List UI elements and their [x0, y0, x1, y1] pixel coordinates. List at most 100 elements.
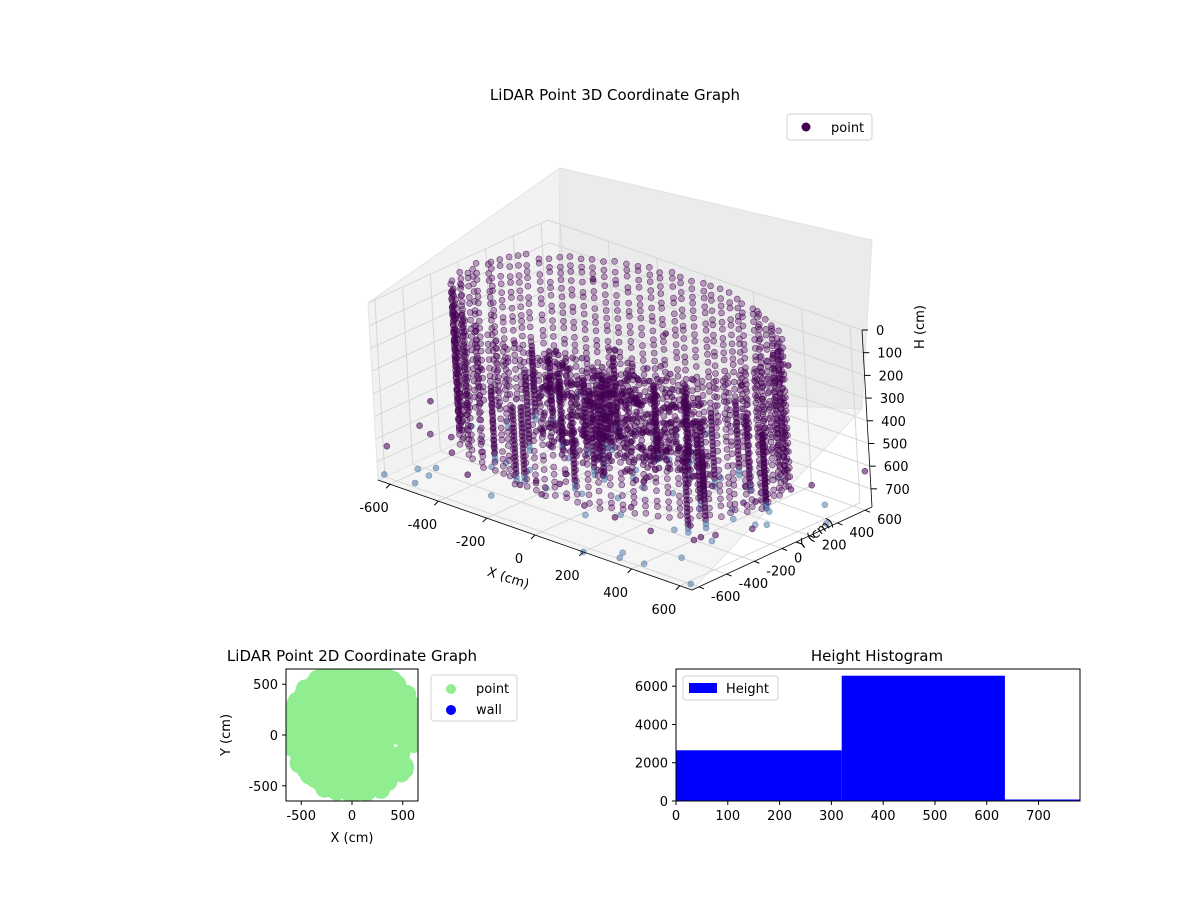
- 3d-data-point: [665, 504, 673, 512]
- 3d-data-point: [624, 383, 631, 390]
- 3d-data-point: [808, 481, 816, 489]
- 3d-data-point: [475, 309, 483, 317]
- 3d-data-point: [494, 360, 501, 368]
- 3d-data-point: [464, 269, 472, 277]
- 3d-data-point: [751, 377, 758, 384]
- 3d-data-point: [731, 506, 739, 514]
- 3d-data-point: [708, 307, 716, 315]
- 3d-data-point: [739, 313, 746, 321]
- 3d-data-point: [736, 379, 744, 386]
- 3d-data-point: [720, 383, 727, 391]
- 3d-data-point: [695, 494, 702, 502]
- 3d-data-point: [589, 377, 597, 385]
- 3d-data-point: [537, 402, 544, 410]
- 3d-data-point: [672, 426, 680, 434]
- 3d-data-point: [670, 299, 678, 307]
- 3d-data-point: [503, 382, 511, 390]
- 3d-data-point: [757, 363, 764, 371]
- 3d-data-point: [582, 335, 589, 343]
- 3d-data-point: [772, 420, 779, 428]
- 3d-data-point: [625, 299, 633, 307]
- 3d-data-point: [590, 400, 598, 408]
- 3d-data-point: [523, 468, 530, 476]
- 2d-data-point: [353, 695, 372, 714]
- 3d-data-point: [689, 293, 696, 301]
- 3d-data-point: [515, 262, 522, 269]
- 3d-data-point: [612, 383, 620, 391]
- 3d-data-point: [647, 294, 655, 301]
- 3d-data-point: [466, 414, 474, 422]
- 3d-data-point: [671, 404, 678, 411]
- 3d-data-point: [571, 341, 579, 349]
- 3d-data-point: [580, 310, 588, 318]
- 3d-data-point: [478, 438, 486, 446]
- 3d-data-point: [488, 282, 496, 290]
- 3d-data-point: [687, 515, 694, 523]
- 3d-data-point: [684, 472, 692, 479]
- 3d-data-point: [671, 413, 679, 420]
- 3d-data-point: [689, 299, 697, 307]
- 3d-data-point: [741, 470, 749, 478]
- 3d-data-point: [600, 266, 608, 274]
- 3d-data-point: [691, 423, 698, 431]
- 3d-data-point: [546, 268, 554, 276]
- 3d-data-point: [726, 494, 733, 501]
- 3d-data-point: [744, 425, 752, 432]
- histogram-bar: [676, 750, 842, 801]
- 3d-data-point: [748, 486, 755, 494]
- 3d-data-point: [756, 325, 763, 333]
- 3d-data-point: [713, 432, 721, 439]
- 3d-data-point: [573, 477, 580, 485]
- 2d-y-axis-label: Y (cm): [219, 714, 234, 757]
- 3d-scatter-plot: LiDAR Point 3D Coordinate Graph -600-400…: [359, 86, 928, 618]
- 3d-data-point: [474, 368, 482, 376]
- histogram-legend: Height: [682, 675, 779, 701]
- 3d-data-point: [727, 428, 735, 436]
- 3d-data-point: [558, 451, 566, 458]
- 3d-data-point: [774, 450, 781, 458]
- 3d-data-point: [690, 408, 698, 416]
- 3d-data-point: [763, 346, 771, 353]
- 3d-data-point: [570, 318, 577, 326]
- 3d-data-point: [651, 465, 659, 473]
- histogram-x-tick-label: 600: [974, 809, 999, 824]
- 3d-data-point: [581, 414, 589, 422]
- 3d-data-point: [466, 309, 474, 316]
- 3d-data-point: [601, 469, 608, 477]
- 3d-data-point: [650, 341, 658, 349]
- 3d-data-point: [758, 505, 766, 513]
- 3d-data-point: [583, 460, 591, 468]
- 3d-data-point: [689, 307, 697, 315]
- 3d-data-point: [624, 367, 632, 374]
- 3d-data-point: [606, 464, 613, 472]
- 3d-data-point: [497, 280, 505, 288]
- 3d-data-point: [717, 295, 725, 302]
- 3d-data-point: [771, 410, 779, 418]
- 3d-data-point: [671, 326, 679, 334]
- 3d-data-point: [692, 449, 700, 456]
- 3d-data-point: [647, 385, 655, 393]
- 3d-data-point: [485, 277, 493, 284]
- 3d-data-point: [701, 422, 709, 430]
- 3d-data-point: [517, 312, 525, 319]
- 3d-data-point: [465, 392, 473, 399]
- 3d-data-point: [638, 437, 646, 444]
- 3d-data-point: [511, 471, 518, 479]
- 3d-data-point: [614, 307, 621, 314]
- 3d-data-point: [765, 401, 773, 408]
- 3d-data-point: [649, 327, 657, 335]
- 3d-data-point: [549, 324, 557, 332]
- 3d-data-point: [489, 418, 496, 425]
- 3d-data-point: [623, 266, 631, 274]
- 3d-data-point: [650, 435, 657, 442]
- 3d-data-point: [740, 499, 747, 507]
- 3d-data-point: [681, 353, 689, 361]
- 3d-data-point: [739, 322, 747, 330]
- 3d-data-point: [683, 457, 691, 464]
- 3d-data-point: [757, 496, 765, 504]
- 3d-data-point: [570, 324, 578, 332]
- 3d-data-point: [741, 346, 748, 354]
- 3d-data-point: [768, 355, 776, 362]
- 3d-data-point: [706, 511, 714, 519]
- 3d-data-point: [522, 250, 530, 258]
